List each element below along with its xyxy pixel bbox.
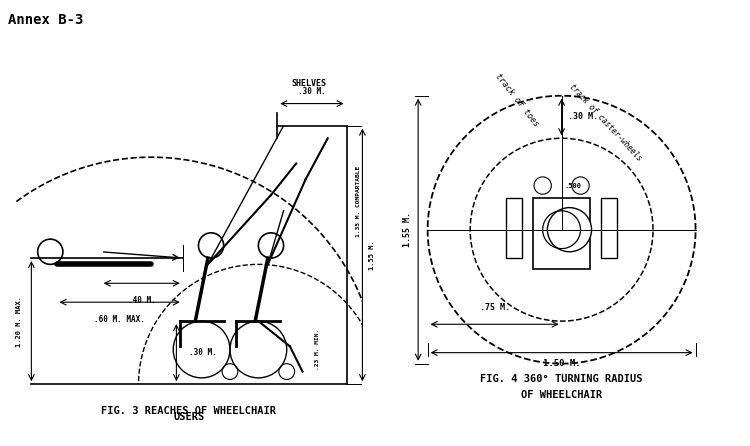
Text: USERS: USERS <box>173 412 205 422</box>
Text: SHELVES: SHELVES <box>291 79 326 88</box>
Text: .30 M.: .30 M. <box>298 87 326 96</box>
Text: .60 M. MAX.: .60 M. MAX. <box>94 315 145 324</box>
Text: 1.35 M. COMPARTABLE: 1.35 M. COMPARTABLE <box>356 166 361 237</box>
FancyBboxPatch shape <box>601 198 616 258</box>
Text: track of toes: track of toes <box>494 72 541 129</box>
Text: 1.55 M.: 1.55 M. <box>403 212 412 247</box>
Circle shape <box>548 208 592 252</box>
Text: .75 M.: .75 M. <box>479 303 509 312</box>
FancyBboxPatch shape <box>506 198 522 258</box>
Text: .40 M.: .40 M. <box>128 296 155 305</box>
Text: .30 M.: .30 M. <box>568 112 598 121</box>
Text: 1.20 M. MAX.: 1.20 M. MAX. <box>16 296 22 347</box>
Circle shape <box>572 177 590 194</box>
Text: OF WHEELCHAIR: OF WHEELCHAIR <box>521 390 602 400</box>
Text: Annex B-3: Annex B-3 <box>8 13 82 27</box>
Text: .23 M. MIN.: .23 M. MIN. <box>315 329 320 370</box>
Text: track of caster-wheels: track of caster-wheels <box>568 82 644 163</box>
FancyBboxPatch shape <box>533 198 590 269</box>
Text: 1.50 M.: 1.50 M. <box>543 359 580 368</box>
Text: .500: .500 <box>565 182 582 189</box>
Text: FIG. 4 360° TURNING RADIUS: FIG. 4 360° TURNING RADIUS <box>480 375 643 384</box>
Text: .30 M.: .30 M. <box>189 348 217 357</box>
Text: 1.55 M.: 1.55 M. <box>369 240 375 270</box>
Circle shape <box>534 177 551 194</box>
Text: FIG. 3 REACHES OF WHEELCHAIR: FIG. 3 REACHES OF WHEELCHAIR <box>101 406 277 416</box>
